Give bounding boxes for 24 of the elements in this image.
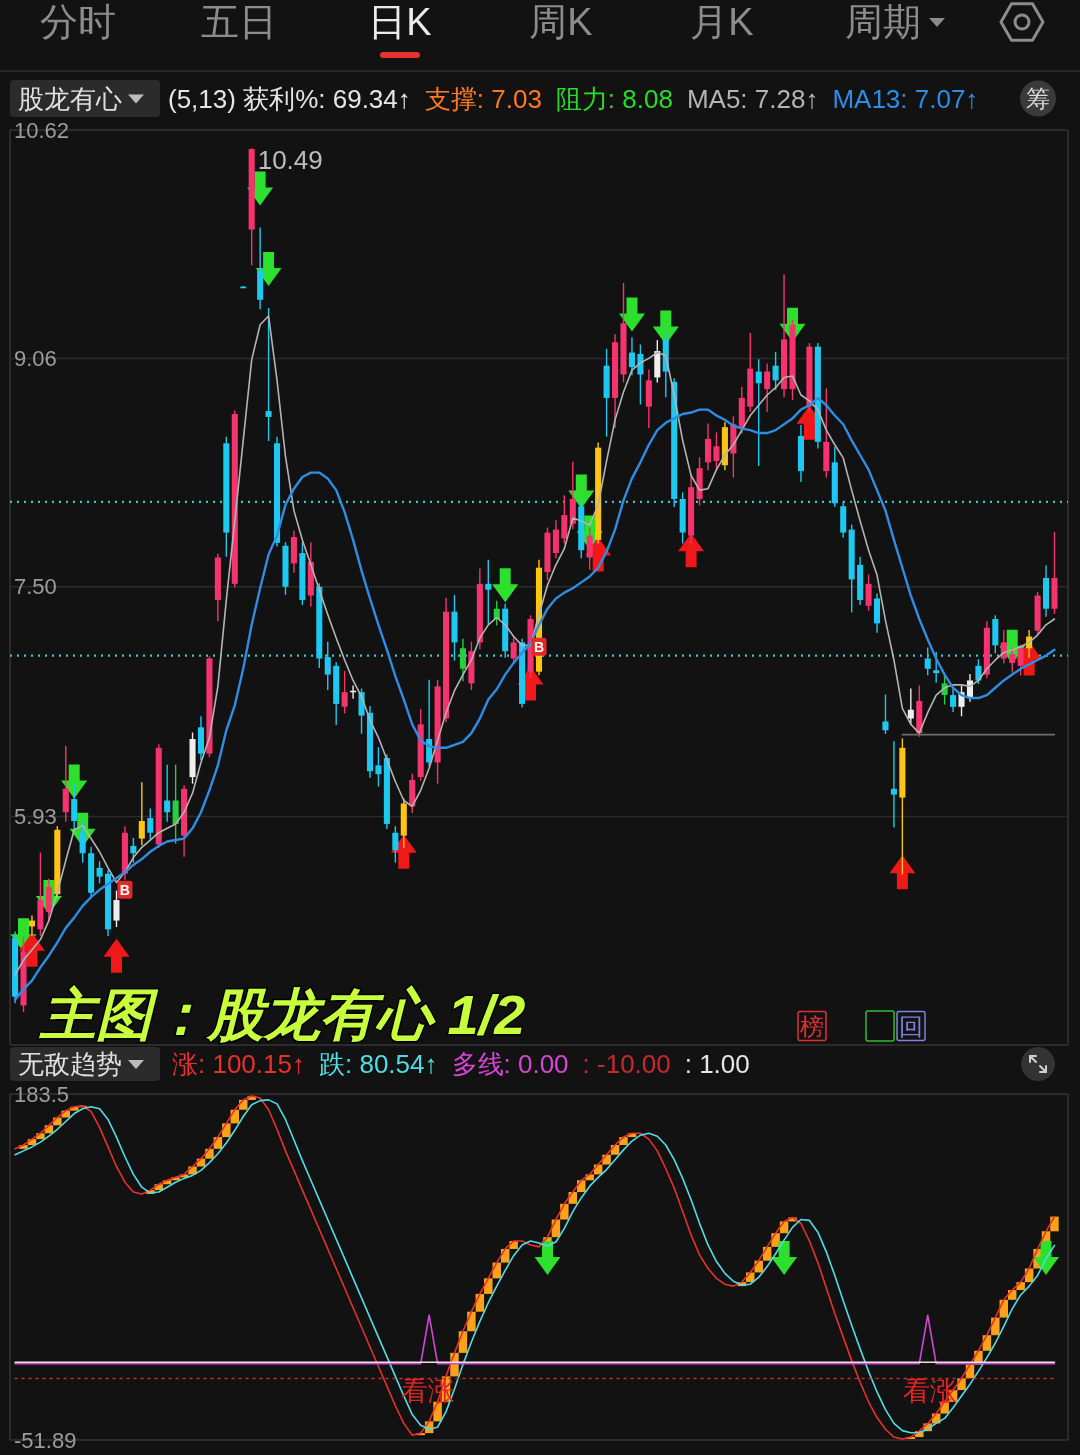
text: 月K [690, 1, 754, 43]
annotation: 10.49 [257, 145, 323, 175]
data-label: B [119, 881, 130, 898]
header: 股龙有心 (5,13) 获利%: 69.34↑ 支撑: 7.03 阻力: 8.08 MA5: 7.28↑ MA13: 7.07↑ [10, 80, 979, 117]
text: 分时 [40, 1, 116, 43]
chart-subtitle: (5,13) 获利%: 69.34↑ [168, 83, 411, 114]
series-label: 涨: 100.15↑ [172, 1049, 305, 1079]
text: 五日 [201, 1, 277, 43]
chart-title: 股龙有心 [18, 83, 122, 114]
annotation: 主图：股龙有心 1/2 [38, 983, 526, 1046]
y-tick-label: -51.89 [14, 1427, 77, 1453]
y-tick-label: 183.5 [14, 1081, 70, 1107]
text: 筹 [1026, 85, 1050, 112]
series-label: 跌: 80.54↑ [319, 1049, 438, 1079]
text: 周K [529, 1, 593, 43]
text: 日K [368, 1, 432, 43]
header: 无敌趋势 涨: 100.15↑ 跌: 80.54↑ 多线: 0.00 : -10.00 : 1.00 [10, 1047, 750, 1081]
data-label: B [533, 638, 545, 655]
y-tick-label: 7.50 [14, 574, 57, 600]
text: 周期 [845, 1, 921, 43]
y-tick-label: 9.06 [14, 345, 57, 371]
y-tick-label: 5.93 [14, 804, 57, 830]
chart-title: 无敌趋势 [18, 1049, 122, 1079]
y-tick-label: 10.62 [14, 117, 70, 143]
